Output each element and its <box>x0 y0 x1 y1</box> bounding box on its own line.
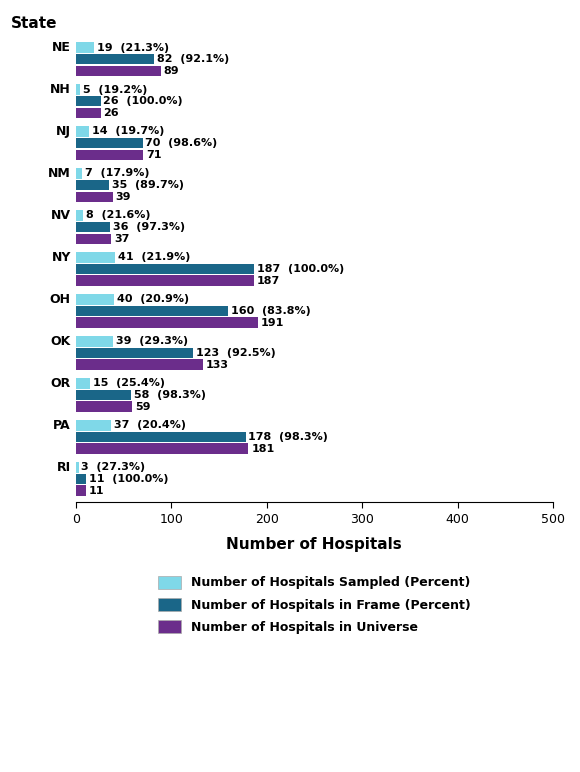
Bar <box>75 264 254 274</box>
Bar <box>75 390 131 400</box>
Bar <box>75 96 100 107</box>
Text: 59: 59 <box>135 401 150 411</box>
Text: 26: 26 <box>103 108 119 118</box>
Legend: Number of Hospitals Sampled (Percent), Number of Hospitals in Frame (Percent), N: Number of Hospitals Sampled (Percent), N… <box>152 570 477 640</box>
Bar <box>75 107 100 118</box>
Text: 8  (21.6%): 8 (21.6%) <box>86 211 151 221</box>
Bar <box>75 222 110 232</box>
Text: 123  (92.5%): 123 (92.5%) <box>196 348 276 358</box>
Bar <box>75 420 111 431</box>
Bar <box>75 210 84 221</box>
Text: 191: 191 <box>261 318 284 327</box>
Bar <box>75 474 86 484</box>
Text: 160  (83.8%): 160 (83.8%) <box>231 306 311 316</box>
X-axis label: Number of Hospitals: Number of Hospitals <box>226 537 402 552</box>
Text: 187  (100.0%): 187 (100.0%) <box>257 264 345 274</box>
Bar <box>75 378 90 388</box>
Bar <box>75 191 113 202</box>
Text: 58  (98.3%): 58 (98.3%) <box>134 390 206 400</box>
Text: 89: 89 <box>164 66 179 76</box>
Text: 133: 133 <box>205 360 229 370</box>
Bar <box>75 486 86 496</box>
Text: 39: 39 <box>116 191 131 201</box>
Text: 178  (98.3%): 178 (98.3%) <box>248 432 328 442</box>
Bar <box>75 252 115 262</box>
Bar <box>75 127 89 137</box>
Text: 11: 11 <box>89 486 104 496</box>
Text: 41  (21.9%): 41 (21.9%) <box>118 252 190 262</box>
Text: 5  (19.2%): 5 (19.2%) <box>84 84 148 94</box>
Text: State: State <box>11 15 58 31</box>
Text: 3  (27.3%): 3 (27.3%) <box>81 462 146 472</box>
Bar <box>75 294 114 305</box>
Text: 19  (21.3%): 19 (21.3%) <box>97 42 169 52</box>
Bar <box>75 443 248 454</box>
Text: 70  (98.6%): 70 (98.6%) <box>146 138 218 148</box>
Text: 40  (20.9%): 40 (20.9%) <box>117 294 189 304</box>
Bar <box>75 66 161 76</box>
Bar <box>75 84 81 95</box>
Text: 15  (25.4%): 15 (25.4%) <box>93 378 165 388</box>
Text: 181: 181 <box>251 444 274 454</box>
Text: 35  (89.7%): 35 (89.7%) <box>112 180 184 190</box>
Bar <box>75 276 254 286</box>
Text: 11  (100.0%): 11 (100.0%) <box>89 474 169 484</box>
Text: 7  (17.9%): 7 (17.9%) <box>85 168 150 178</box>
Bar <box>75 150 143 160</box>
Bar <box>75 317 258 328</box>
Bar <box>75 432 245 442</box>
Bar <box>75 462 78 472</box>
Bar <box>75 138 143 148</box>
Text: 36  (97.3%): 36 (97.3%) <box>113 222 185 232</box>
Bar <box>75 42 94 52</box>
Bar <box>75 360 202 370</box>
Bar <box>75 401 132 412</box>
Text: 39  (29.3%): 39 (29.3%) <box>116 337 188 347</box>
Text: 26  (100.0%): 26 (100.0%) <box>103 96 183 107</box>
Text: 14  (19.7%): 14 (19.7%) <box>92 127 164 137</box>
Bar <box>75 233 111 244</box>
Text: 71: 71 <box>146 150 162 160</box>
Bar <box>75 336 113 347</box>
Text: 37  (20.4%): 37 (20.4%) <box>114 420 186 430</box>
Bar <box>75 54 154 64</box>
Bar <box>75 180 109 191</box>
Text: 82  (92.1%): 82 (92.1%) <box>157 54 229 64</box>
Bar <box>75 168 82 178</box>
Bar <box>75 306 229 317</box>
Bar <box>75 347 193 358</box>
Text: 37: 37 <box>114 234 129 244</box>
Text: 187: 187 <box>257 276 280 286</box>
